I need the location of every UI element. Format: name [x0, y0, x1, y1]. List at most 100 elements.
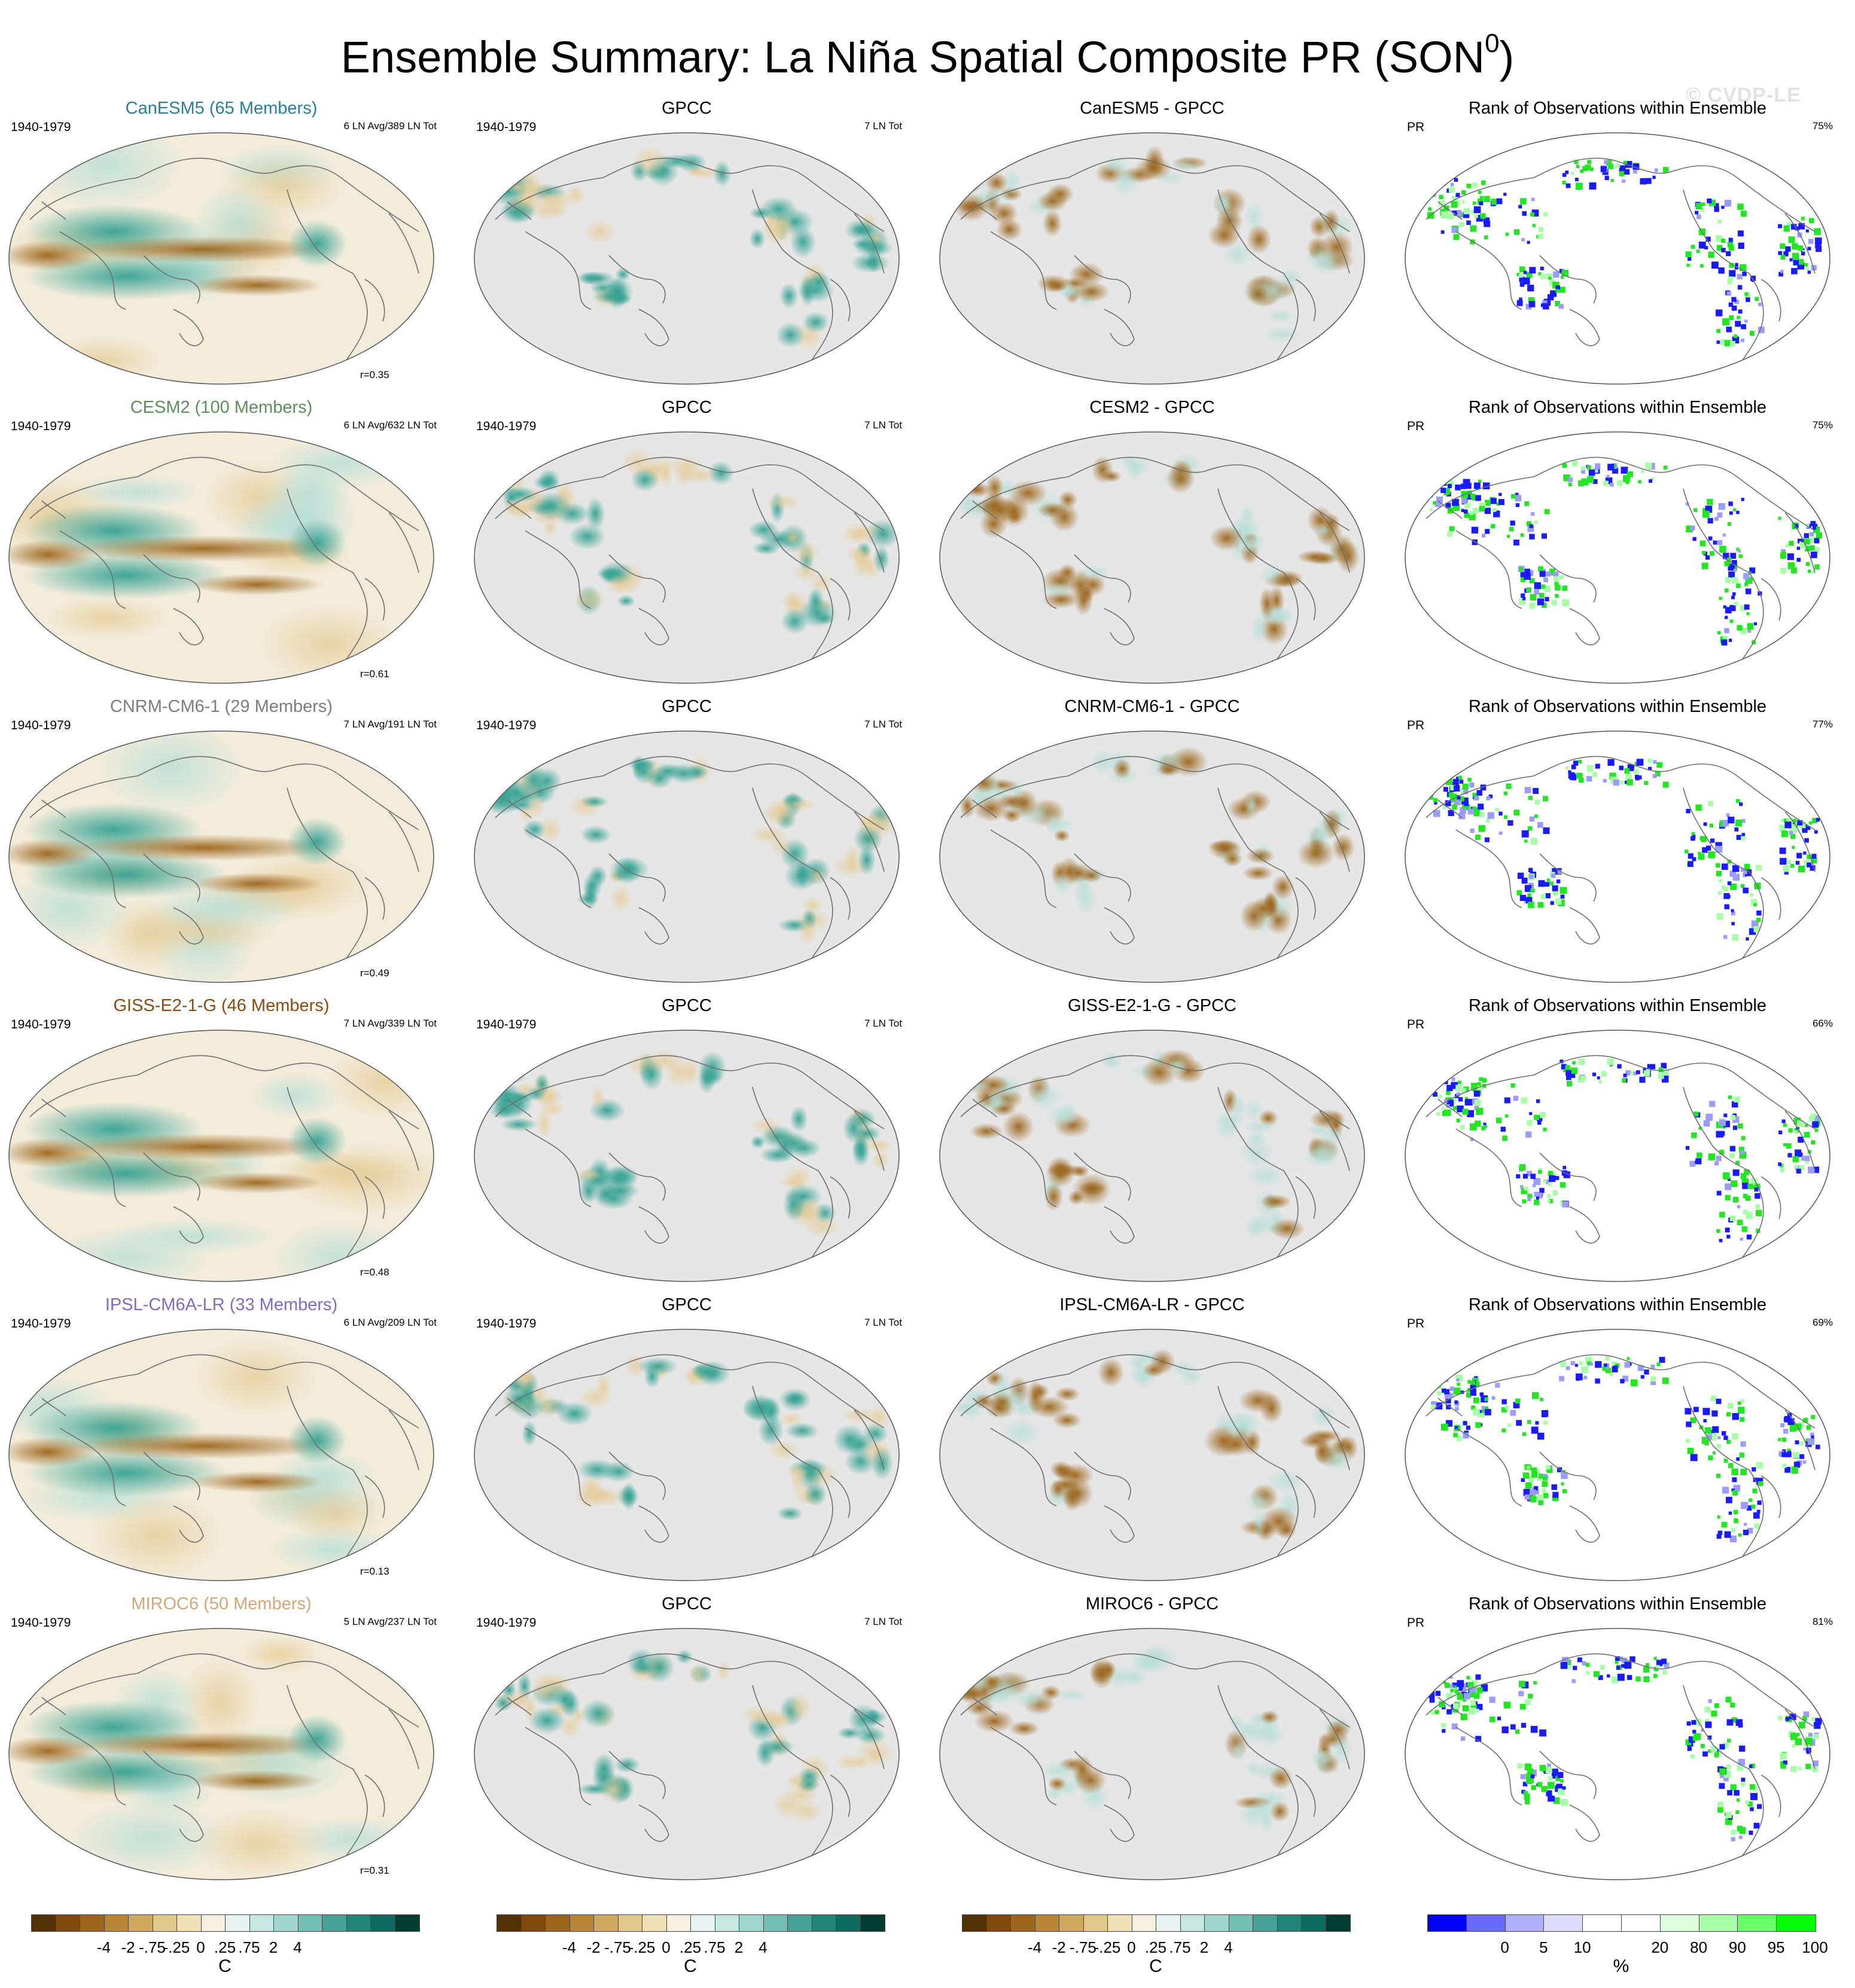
- rank-cell: [1530, 1496, 1537, 1503]
- rank-cell: [1695, 203, 1702, 210]
- rank-cell: [1473, 1397, 1479, 1404]
- rank-cell: [1531, 1392, 1539, 1399]
- rank-cell: [1475, 495, 1481, 501]
- land-anomaly-patch: [1331, 833, 1356, 861]
- land-anomaly-patch: [1143, 1362, 1165, 1378]
- dry-anomaly-south-pacific: [191, 1471, 323, 1493]
- rank-panel: Rank of Observations within Ensemble PR 77…: [1402, 697, 1833, 984]
- rank-cell: [1429, 1697, 1435, 1703]
- land-anomaly-patch: [1040, 1760, 1080, 1782]
- difference-panel: CanESM5 - GPCC: [937, 99, 1367, 386]
- rank-cell: [1524, 1763, 1532, 1771]
- land-anomaly-patch: [689, 1664, 708, 1685]
- rank-cell: [1453, 1387, 1461, 1395]
- rank-cell: [1547, 294, 1554, 301]
- rank-cell: [1552, 1494, 1559, 1502]
- rank-cell: [1750, 275, 1756, 281]
- model-title: CNRM-CM6-1 (29 Members): [109, 697, 333, 716]
- observation-panel: GPCC 1940-1979 7 LN Tot: [471, 1594, 902, 1882]
- land-anomaly-patch: [851, 252, 891, 273]
- rank-cell: [1795, 1440, 1799, 1445]
- rank-cell: [1481, 1126, 1486, 1131]
- rank-cell: [1454, 1685, 1457, 1689]
- rank-cell: [1685, 1739, 1692, 1746]
- rank-cell: [1696, 1152, 1702, 1158]
- rank-cell: [1783, 251, 1789, 257]
- rank-cell: [1510, 520, 1515, 526]
- rank-cell: [1528, 1476, 1534, 1482]
- land-anomaly-patch: [617, 1485, 639, 1508]
- rank-cell: [1755, 1193, 1760, 1199]
- rank-cell: [1633, 169, 1637, 174]
- rank-cell: [1501, 1407, 1507, 1412]
- rank-cell: [1446, 1420, 1453, 1427]
- rank-cell: [1527, 1768, 1534, 1775]
- rank-cell: [1431, 185, 1436, 190]
- rank-cell: [1561, 1472, 1568, 1479]
- colorbar-swatch: [1083, 1915, 1108, 1931]
- land-anomaly-patch: [1222, 851, 1242, 867]
- rank-map: [1402, 130, 1833, 390]
- rank-cell: [1785, 544, 1789, 548]
- difference-title: CNRM-CM6-1 - GPCC: [1064, 697, 1240, 716]
- rank-cell: [1798, 1767, 1802, 1770]
- rank-cell: [1737, 625, 1743, 631]
- rank-cell: [1536, 1197, 1539, 1200]
- rank-cell: [1708, 800, 1714, 806]
- rank-cell: [1500, 1127, 1506, 1132]
- event-count-label: 7 LN Tot: [864, 1616, 902, 1627]
- wet-anomaly-atlantic: [287, 818, 347, 866]
- land-anomaly-patch: [781, 590, 804, 613]
- map-outline: [8, 431, 434, 684]
- rank-cell: [1547, 1763, 1551, 1768]
- rank-cell: [1814, 1115, 1820, 1122]
- land-anomaly-patch: [854, 1737, 895, 1768]
- land-anomaly-patch: [1266, 309, 1296, 322]
- rank-cell: [1722, 1431, 1726, 1436]
- rank-cell: [1540, 1398, 1543, 1402]
- rank-cell: [1547, 1782, 1555, 1789]
- rank-cell: [1803, 1417, 1808, 1423]
- colorbar-swatch: [32, 1915, 56, 1931]
- rank-cell: [1633, 1071, 1637, 1076]
- period-label: 1940-1979: [11, 1317, 71, 1331]
- rank-cell: [1527, 826, 1533, 831]
- rank-cell: [1814, 1722, 1821, 1729]
- rank-cell: [1445, 778, 1453, 786]
- rank-cell: [1547, 1194, 1551, 1198]
- rank-cell: [1463, 1692, 1470, 1700]
- rank-cell: [1705, 1721, 1712, 1728]
- observation-composite-map: [471, 728, 902, 988]
- map-outline: [8, 132, 434, 385]
- rank-cell: [1779, 847, 1786, 854]
- land-anomaly-patch: [535, 1107, 553, 1140]
- land-anomaly-patch: [1122, 455, 1153, 476]
- rank-cell: [1558, 303, 1564, 309]
- rank-cell: [1662, 781, 1669, 788]
- rank-cell: [1727, 881, 1732, 885]
- rank-cell: [1795, 1738, 1802, 1746]
- rank-cell: [1813, 526, 1820, 534]
- rank-cell: [1721, 248, 1726, 252]
- rank-cell: [1540, 266, 1544, 270]
- map-outline: [939, 1628, 1365, 1880]
- rank-cell: [1585, 165, 1591, 171]
- colorbar-swatch: [129, 1915, 153, 1931]
- rank-cell: [1784, 821, 1792, 829]
- rank-cell: [1749, 1784, 1756, 1790]
- land-anomaly-patch: [1156, 763, 1182, 777]
- period-label: 1940-1979: [11, 1018, 71, 1031]
- rank-cell: [1562, 1657, 1569, 1664]
- colorbar-swatch: [1466, 1915, 1506, 1931]
- rank-cell: [1727, 1177, 1731, 1182]
- land-anomaly-patch: [779, 282, 799, 309]
- rank-cell: [1752, 1185, 1756, 1189]
- rank-cell: [1710, 551, 1714, 556]
- rank-cell: [1706, 1434, 1712, 1440]
- land-anomaly-patch: [755, 1712, 794, 1727]
- rank-cell: [1516, 300, 1523, 306]
- rank-cell: [1556, 879, 1561, 884]
- shading-blob: [249, 1071, 341, 1119]
- land-anomaly-patch: [1056, 1463, 1094, 1488]
- rank-cell: [1616, 480, 1623, 486]
